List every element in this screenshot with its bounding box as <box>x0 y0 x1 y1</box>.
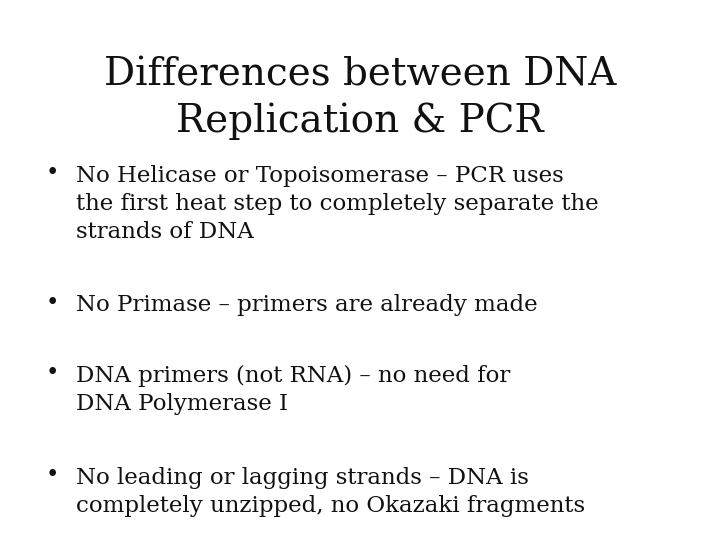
Text: DNA primers (not RNA) – no need for
DNA Polymerase I: DNA primers (not RNA) – no need for DNA … <box>76 364 510 415</box>
Text: No leading or lagging strands – DNA is
completely unzipped, no Okazaki fragments: No leading or lagging strands – DNA is c… <box>76 467 585 517</box>
Text: •: • <box>45 464 58 487</box>
Text: No Helicase or Topoisomerase – PCR uses
the first heat step to completely separa: No Helicase or Topoisomerase – PCR uses … <box>76 165 598 242</box>
Text: Differences between DNA
Replication & PCR: Differences between DNA Replication & PC… <box>104 57 616 140</box>
Text: No Primase – primers are already made: No Primase – primers are already made <box>76 294 537 316</box>
Text: •: • <box>45 292 58 314</box>
Text: •: • <box>45 162 58 184</box>
Text: •: • <box>45 362 58 384</box>
